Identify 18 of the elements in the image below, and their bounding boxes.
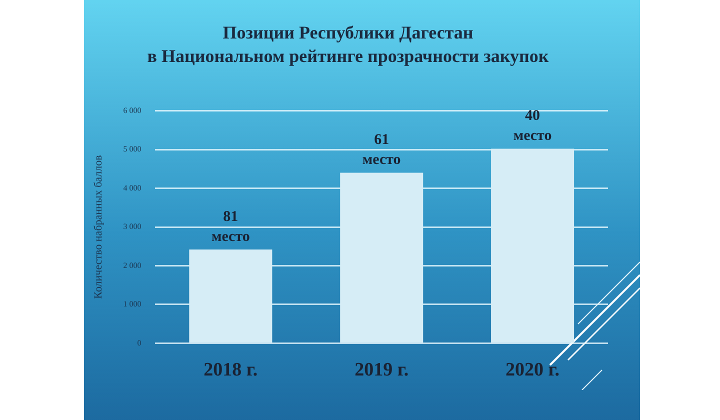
bar (189, 249, 272, 342)
y-tick-label: 0 (137, 338, 142, 348)
y-axis-title: Количество набранных баллов (92, 155, 104, 299)
chart-title: Позиции Республики Дагестан в Национальном рейтинге прозрачности закупок (147, 22, 550, 66)
annotation: 81 место (211, 208, 250, 245)
x-tick-label: 2018 г. (204, 360, 258, 381)
y-tick-label: 2 000 (123, 260, 142, 270)
bar (491, 148, 574, 342)
bar (340, 172, 424, 342)
y-tick-label: 3 000 (123, 222, 142, 232)
annotation: 61 место (362, 132, 401, 168)
y-tick-label: 4 000 (123, 183, 142, 192)
y-tick-label: 6 000 (123, 106, 142, 115)
annotation: 40 место (513, 108, 552, 144)
x-tick-label: 2019 г. (354, 360, 409, 381)
x-tick-label: 2020 г. (506, 360, 560, 381)
y-tick-label: 1 000 (123, 300, 142, 309)
y-tick-label: 5 000 (123, 144, 142, 154)
